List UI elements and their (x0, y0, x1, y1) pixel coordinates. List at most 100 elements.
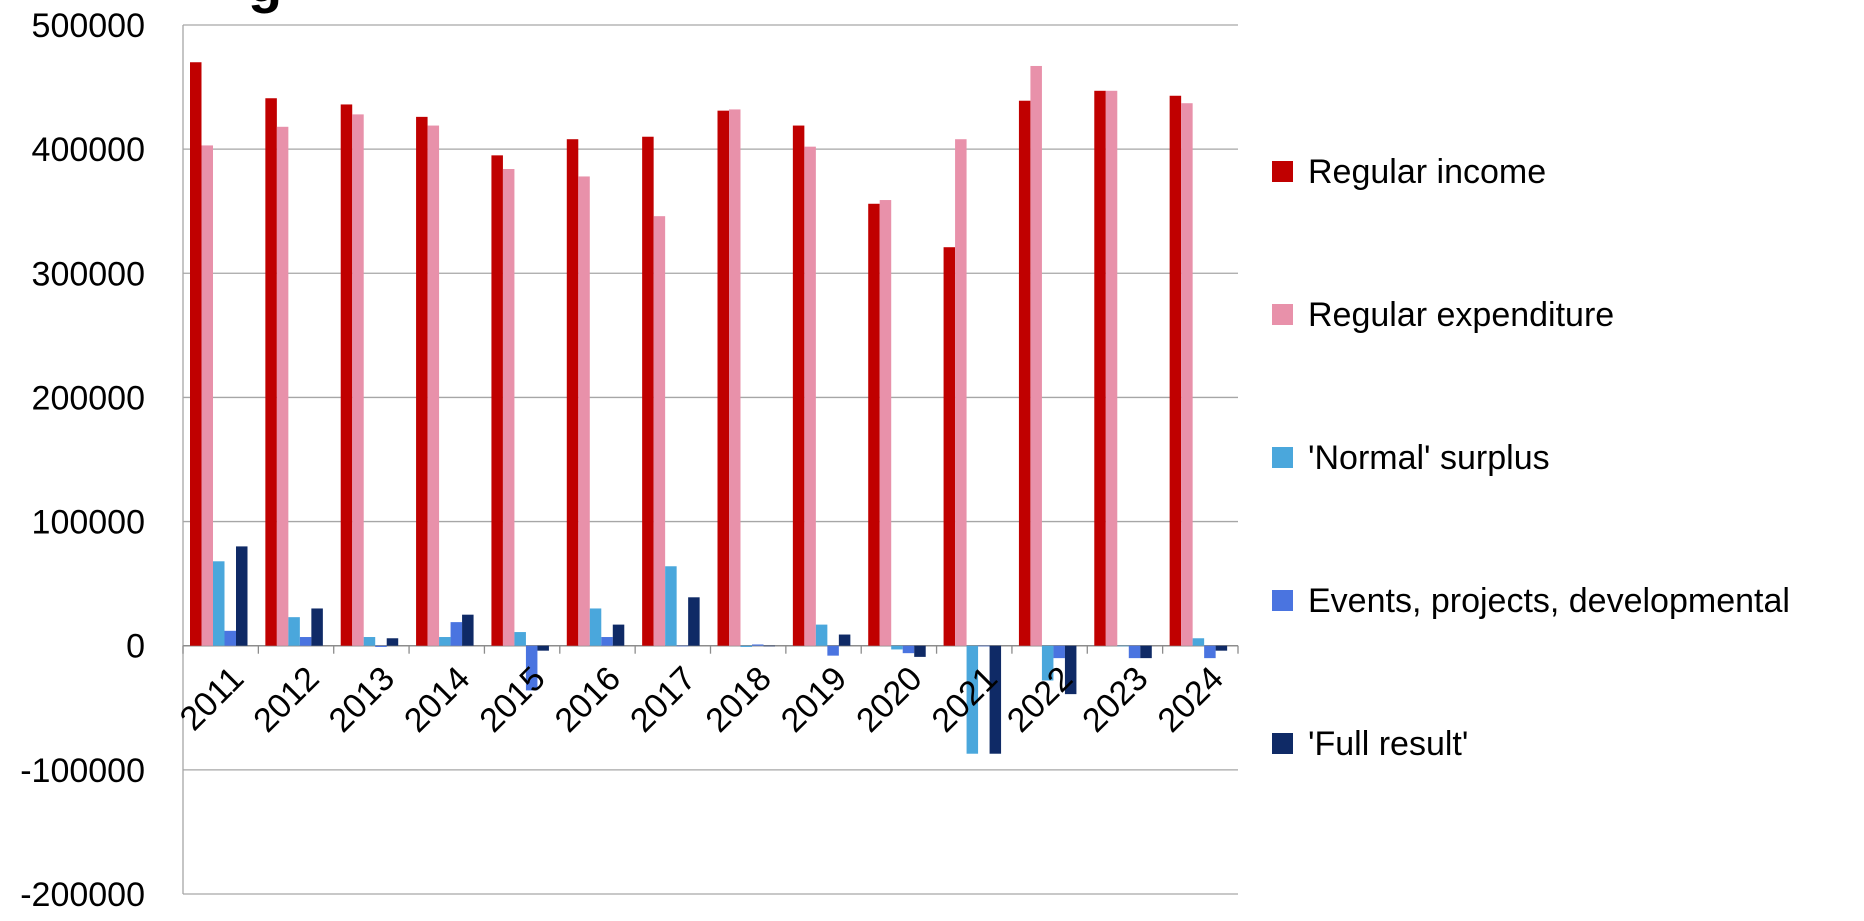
x-tick-label: 2017 (623, 659, 703, 739)
x-tick-label: 2020 (849, 659, 929, 739)
bar-2022-series-4 (1053, 645, 1065, 659)
legend-label: Events, projects, developmental (1308, 582, 1790, 620)
bar-2022-series-1 (1018, 100, 1031, 646)
bar-2019-series-4 (827, 645, 839, 656)
bar-2021-series-1 (943, 247, 956, 646)
legend-item: 'Full result' (1272, 725, 1468, 763)
legend-item: Regular expenditure (1272, 296, 1614, 334)
bar-2015-series-1 (491, 155, 503, 646)
bar-2024-series-4 (1204, 645, 1216, 659)
legend-swatch (1272, 304, 1293, 325)
bar-2017-series-2 (653, 216, 666, 646)
bar-2021-series-4 (978, 645, 990, 647)
bar-2019-series-3 (815, 624, 828, 646)
bar-2024-series-3 (1192, 638, 1205, 646)
bar-2021-series-5 (989, 645, 1002, 754)
x-tick-label: 2024 (1151, 659, 1231, 739)
chart-title-fragment: g (248, 0, 282, 14)
bar-2015-series-4 (525, 645, 538, 691)
bar-2017-series-1 (642, 136, 654, 646)
bar-2014-series-5 (462, 614, 474, 646)
bar-2021-series-2 (955, 139, 967, 646)
bar-2018-series-3 (740, 645, 752, 647)
bar-2020-series-4 (902, 645, 915, 654)
bar-2011-series-4 (224, 630, 236, 646)
bar-2023-series-1 (1094, 90, 1106, 646)
bar-2015-series-2 (502, 169, 515, 646)
bar-2019-series-1 (792, 125, 805, 646)
bar-2023-series-5 (1140, 645, 1152, 659)
y-tick-label: 500000 (32, 7, 145, 45)
bar-2017-series-4 (676, 645, 689, 647)
bar-2018-series-1 (717, 110, 729, 646)
legend-swatch (1272, 447, 1293, 468)
bar-2011-series-1 (190, 62, 202, 646)
bar-2012-series-5 (311, 608, 323, 646)
y-tick-label: 100000 (32, 504, 145, 542)
x-tick-label: 2013 (322, 659, 402, 739)
bar-2012-series-3 (288, 617, 300, 646)
bar-2022-series-2 (1030, 65, 1042, 646)
bar-2019-series-2 (804, 146, 816, 646)
bar-2017-series-3 (665, 566, 677, 646)
y-axis-tick-labels: 500000 400000 300000 200000 100000 0 -100000 -2… (20, 7, 145, 914)
bar-2024-series-2 (1181, 103, 1193, 646)
bar-2012-series-2 (276, 126, 289, 646)
bar-2014-series-4 (450, 622, 463, 646)
bar-2013-series-4 (375, 645, 387, 647)
bar-2016-series-1 (566, 139, 579, 646)
bar-2016-series-5 (612, 624, 625, 646)
bar-2022-series-5 (1064, 645, 1077, 695)
bar-2017-series-5 (688, 597, 700, 646)
bar-2019-series-5 (838, 634, 851, 646)
bar-2023-series-2 (1105, 90, 1118, 646)
legend-item: Events, projects, developmental (1272, 582, 1790, 620)
bar-2011-series-3 (213, 561, 225, 646)
bar-2014-series-3 (439, 637, 451, 646)
bar-2020-series-3 (891, 645, 903, 650)
legend-swatch (1272, 161, 1293, 182)
y-tick-label: -100000 (20, 752, 145, 790)
y-tick-label: 0 (126, 628, 145, 666)
bar-2012-series-4 (299, 637, 312, 646)
legend-swatch (1272, 590, 1293, 611)
bar-2018-series-5 (763, 645, 775, 647)
bar-2014-series-2 (427, 125, 440, 646)
legend-label: Regular expenditure (1308, 296, 1614, 334)
bar-2013-series-3 (363, 637, 376, 646)
y-tick-label: -200000 (20, 876, 145, 914)
bar-2015-series-5 (537, 645, 549, 651)
legend: Regular income Regular expenditure 'Normal… (1272, 153, 1790, 763)
bar-2020-series-1 (868, 203, 880, 646)
x-tick-label: 2014 (397, 659, 477, 739)
legend-label: 'Normal' surplus (1308, 439, 1550, 477)
bar-2023-series-3 (1117, 645, 1129, 647)
y-tick-label: 200000 (32, 379, 145, 417)
bar-2013-series-5 (386, 638, 399, 646)
bar-2014-series-1 (416, 116, 428, 646)
x-tick-label: 2019 (774, 659, 854, 739)
bar-2016-series-3 (589, 608, 602, 646)
x-tick-label: 2015 (472, 659, 552, 739)
legend-swatch (1272, 733, 1293, 754)
y-tick-label: 300000 (32, 255, 145, 293)
legend-label: Regular income (1308, 153, 1546, 191)
x-tick-label: 2016 (548, 659, 628, 739)
x-tick-label: 2011 (173, 659, 252, 738)
bar-2018-series-2 (729, 109, 741, 646)
x-tick-label: 2012 (246, 659, 326, 739)
bar-2015-series-3 (514, 632, 526, 646)
bar-2024-series-5 (1215, 645, 1228, 651)
bars (190, 62, 1228, 754)
bar-2013-series-1 (340, 104, 353, 646)
bar-2022-series-3 (1041, 645, 1054, 681)
bar-2020-series-5 (914, 645, 926, 657)
bar-2011-series-2 (201, 145, 213, 646)
bar-2018-series-4 (752, 644, 764, 646)
bar-2011-series-5 (236, 546, 248, 646)
legend-label: 'Full result' (1308, 725, 1468, 763)
bar-2012-series-1 (265, 98, 277, 646)
bar-2021-series-3 (966, 645, 979, 754)
